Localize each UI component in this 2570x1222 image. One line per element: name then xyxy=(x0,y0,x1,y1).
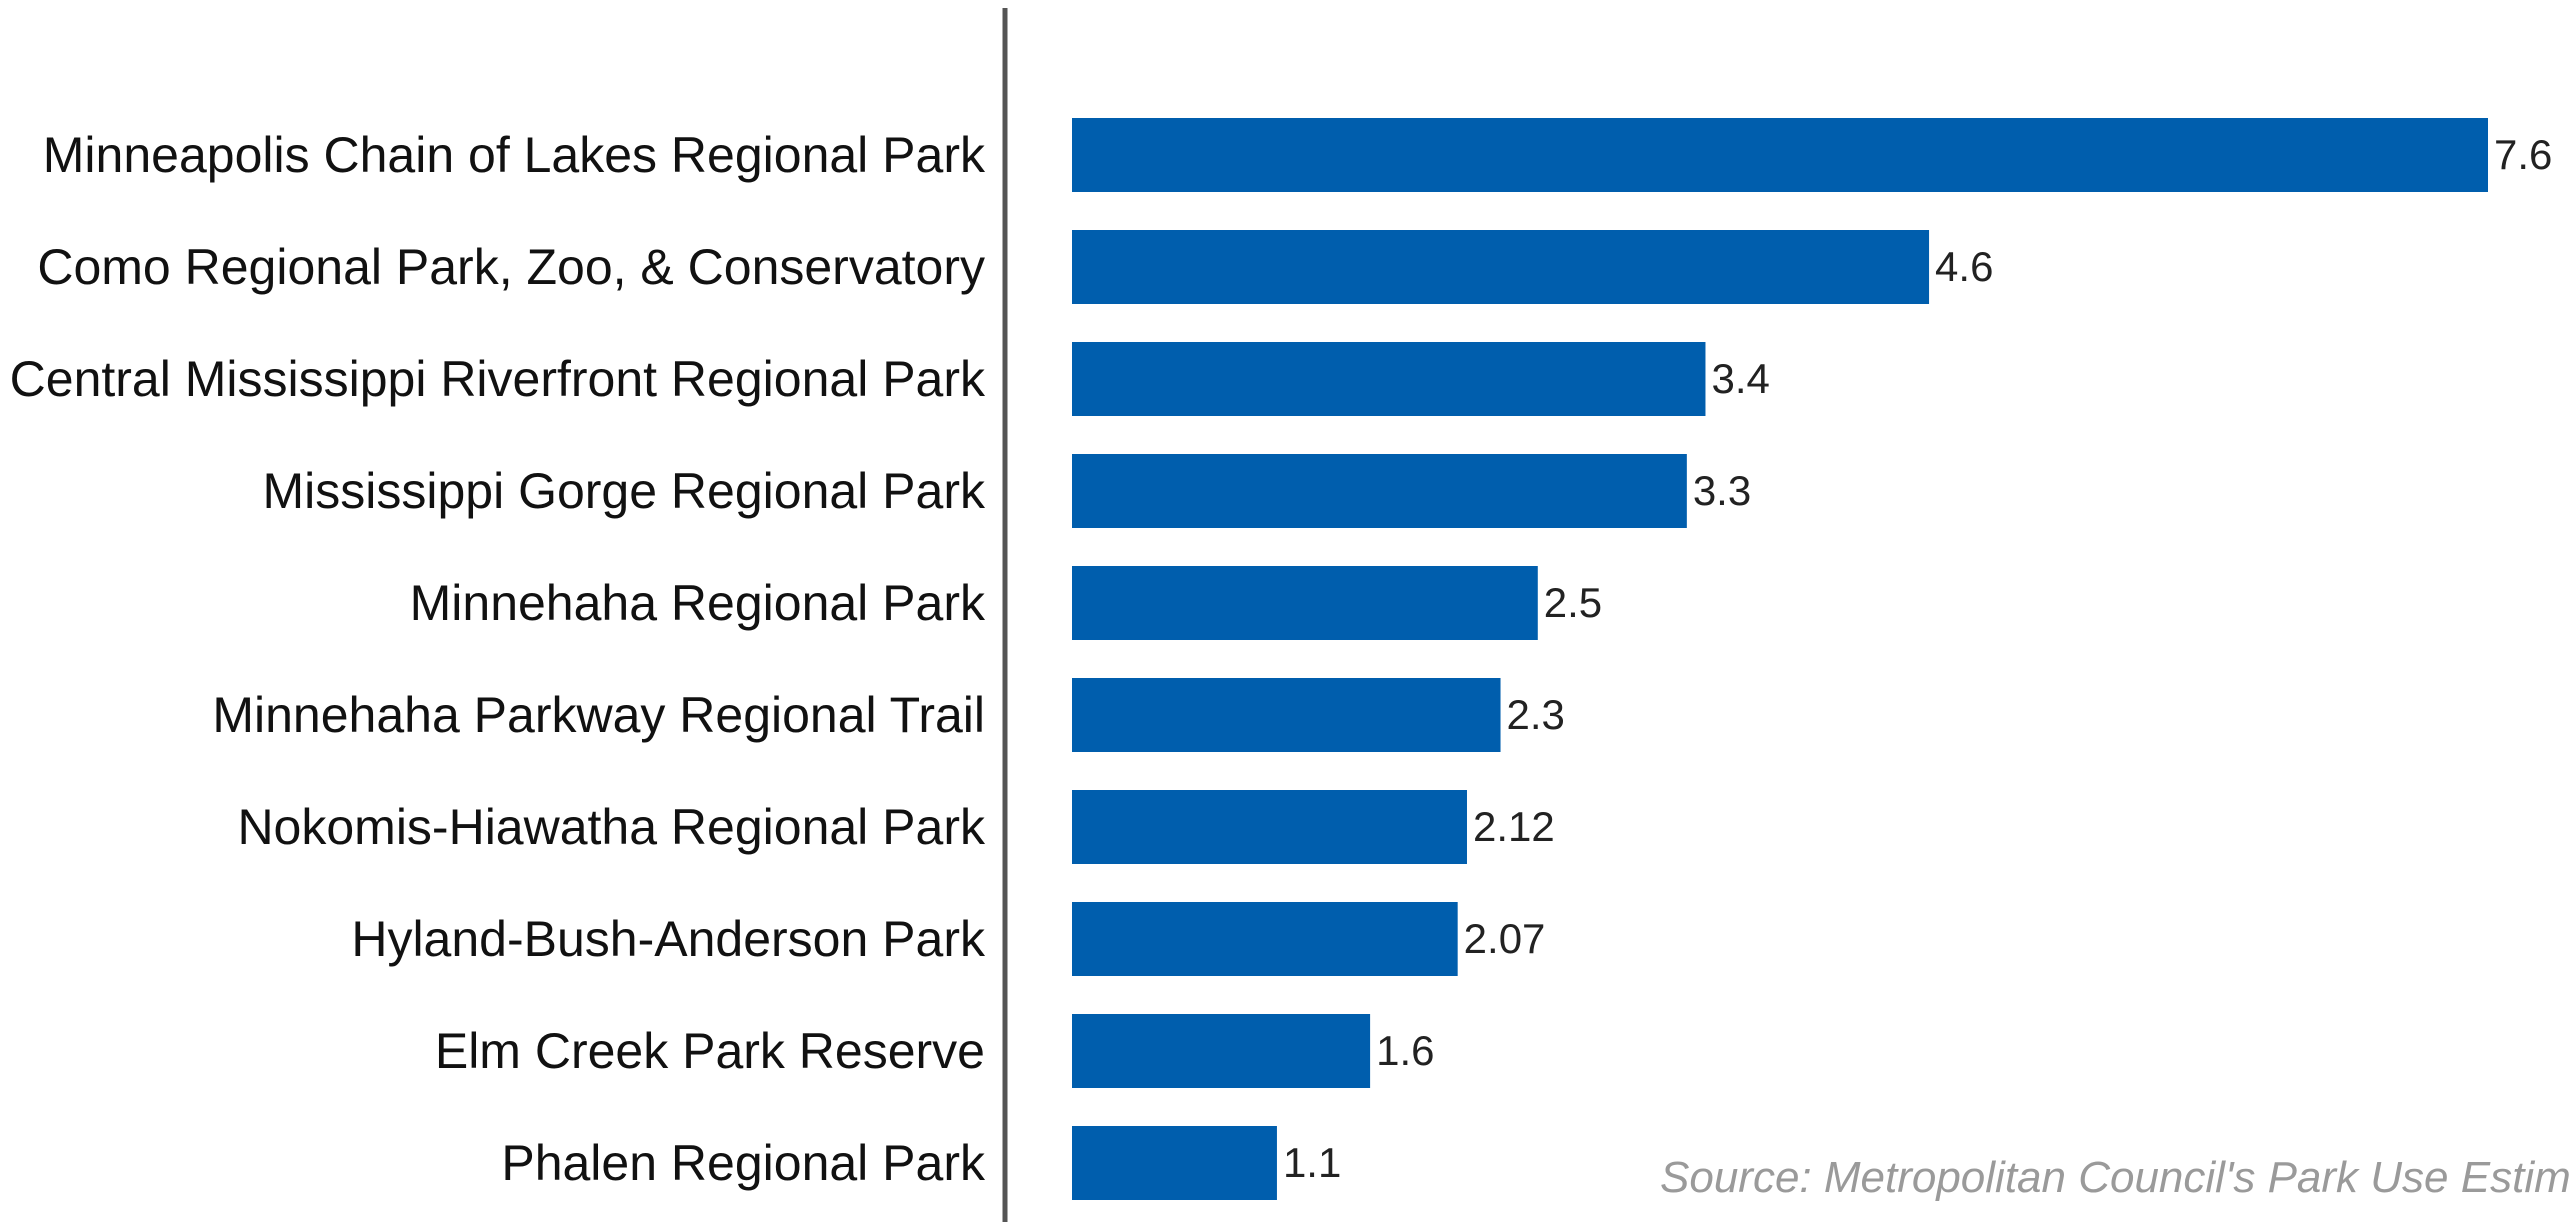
category-label: Como Regional Park, Zoo, & Conservatory xyxy=(37,239,985,295)
category-label: Minnehaha Parkway Regional Trail xyxy=(212,687,985,743)
category-label: Phalen Regional Park xyxy=(501,1135,986,1191)
value-label: 2.5 xyxy=(1544,579,1602,626)
value-label: 1.6 xyxy=(1376,1027,1434,1074)
value-label: 4.6 xyxy=(1935,243,1993,290)
category-label: Nokomis-Hiawatha Regional Park xyxy=(237,799,986,855)
value-label: 3.4 xyxy=(1711,355,1769,402)
bar-10 xyxy=(1072,1126,1277,1200)
bar-6 xyxy=(1072,678,1501,752)
bar-3 xyxy=(1072,342,1706,416)
bars-group xyxy=(1072,118,2488,1200)
category-label: Elm Creek Park Reserve xyxy=(435,1023,985,1079)
bar-9 xyxy=(1072,1014,1371,1088)
bar-8 xyxy=(1072,902,1458,976)
value-labels-group: 7.6 4.6 3.4 3.3 2.5 2.3 2.12 2.07 1.6 1.1 xyxy=(1283,131,2552,1186)
value-label: 3.3 xyxy=(1693,467,1751,514)
category-labels-group: Minneapolis Chain of Lakes Regional Park… xyxy=(10,127,986,1191)
value-label: 2.3 xyxy=(1507,691,1565,738)
bar-4 xyxy=(1072,454,1687,528)
value-label: 7.6 xyxy=(2494,131,2552,178)
bar-2 xyxy=(1072,230,1930,304)
category-label: Minnehaha Regional Park xyxy=(410,575,986,631)
bar-7 xyxy=(1072,790,1467,864)
value-label: 2.07 xyxy=(1464,915,1546,962)
category-label: Central Mississippi Riverfront Regional … xyxy=(10,351,986,407)
value-label: 2.12 xyxy=(1473,803,1555,850)
category-label: Mississippi Gorge Regional Park xyxy=(262,463,986,519)
bar-5 xyxy=(1072,566,1538,640)
bar-1 xyxy=(1072,118,2488,192)
category-label: Minneapolis Chain of Lakes Regional Park xyxy=(43,127,986,183)
category-label: Hyland-Bush-Anderson Park xyxy=(351,911,986,967)
value-label: 1.1 xyxy=(1283,1139,1341,1186)
source-note: Source: Metropolitan Council's Park Use … xyxy=(1660,1153,2570,1202)
